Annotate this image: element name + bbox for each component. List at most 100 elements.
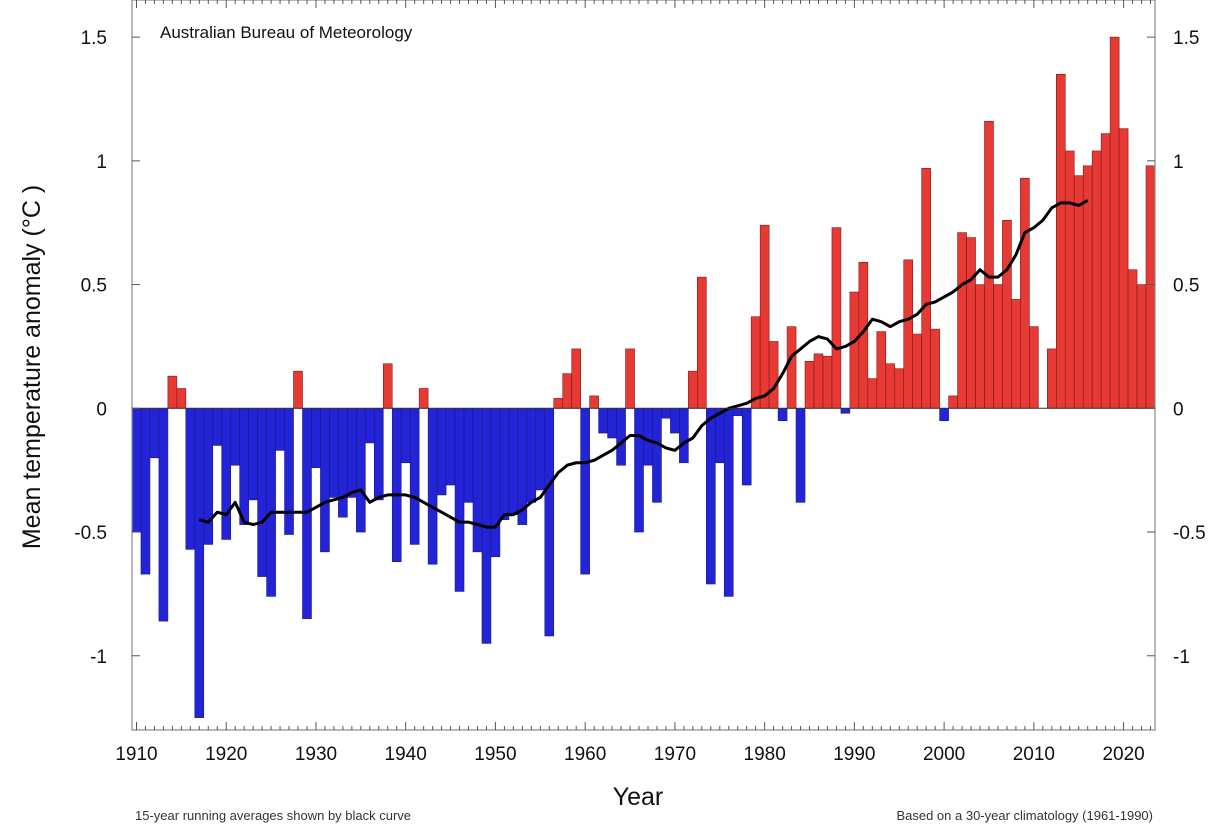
bar-1952 <box>508 408 519 516</box>
bar-1931 <box>320 408 330 553</box>
x-tick-label: 2000 <box>923 744 965 765</box>
bar-1985 <box>804 360 815 409</box>
bar-1913 <box>158 408 169 622</box>
bar-1942 <box>418 388 429 409</box>
bar-1936 <box>365 408 375 444</box>
y-tick-label-right: 1 <box>1173 152 1184 173</box>
bar-2015 <box>1073 175 1084 409</box>
bar-1923 <box>248 408 258 501</box>
x-tick-label: 1930 <box>295 744 337 765</box>
bar-2009 <box>1020 177 1030 409</box>
bar-1984 <box>795 408 806 503</box>
bar-1918 <box>203 408 214 545</box>
bar-1943 <box>427 408 438 565</box>
y-tick-label-left: 0.5 <box>81 276 107 297</box>
bar-1967 <box>643 408 653 466</box>
bar-1925 <box>266 408 276 597</box>
bar-2017 <box>1091 150 1102 409</box>
bar-1959 <box>571 348 581 409</box>
bar-1979 <box>750 316 761 409</box>
bar-1960 <box>580 408 590 575</box>
bar-1956 <box>544 408 555 637</box>
bar-1941 <box>409 408 420 545</box>
bar-1916 <box>185 408 196 550</box>
y-tick-label-left: 0 <box>96 399 107 420</box>
bar-1954 <box>526 408 537 503</box>
bar-1989 <box>840 408 851 414</box>
bar-2003 <box>966 237 976 409</box>
bar-2005 <box>984 120 994 409</box>
x-tick-label: 1990 <box>833 744 875 765</box>
x-tick-label: 2020 <box>1102 744 1144 765</box>
bar-1961 <box>589 395 599 409</box>
y-axis-right: 1.5 1 0.5 0 -0.5 -1 <box>1147 28 1206 668</box>
bar-1933 <box>338 408 348 518</box>
y-tick-label-right: -1 <box>1173 647 1190 668</box>
bar-1939 <box>391 408 402 563</box>
bar-1982 <box>777 408 788 421</box>
bar-1969 <box>661 408 671 419</box>
y-axis-title: Mean temperature anomaly (°C ) <box>18 185 46 549</box>
bar-1964 <box>616 408 626 466</box>
bar-1981 <box>768 341 779 409</box>
bar-1994 <box>885 363 896 409</box>
bar-1971 <box>679 408 689 464</box>
bar-1963 <box>607 408 617 439</box>
footnote-running-average: 15-year running averages shown by black … <box>135 808 411 823</box>
x-tick-label: 1940 <box>385 744 427 765</box>
bar-1922 <box>239 408 249 525</box>
bar-1998 <box>921 167 931 409</box>
bar-2020 <box>1118 128 1129 409</box>
bar-2002 <box>957 232 967 409</box>
bar-1995 <box>894 368 905 409</box>
bar-1997 <box>912 333 922 409</box>
bar-1977 <box>732 408 743 417</box>
bar-1996 <box>903 259 914 409</box>
plot-border <box>131 0 1156 731</box>
y-tick-label-right: 1.5 <box>1173 28 1199 49</box>
x-tick-label: 2010 <box>1013 744 1055 765</box>
x-tick-label: 1980 <box>744 744 786 765</box>
bar-1937 <box>373 408 384 501</box>
bar-1911 <box>140 408 151 575</box>
bar-1968 <box>652 408 662 503</box>
footnote-climatology: Based on a 30-year climatology (1961-199… <box>896 808 1153 823</box>
bar-1945 <box>445 408 456 486</box>
y-axis-left: 1.5 1 0.5 0 -0.5 -1 <box>74 28 140 668</box>
bar-1930 <box>311 408 321 468</box>
bar-1992 <box>867 378 878 409</box>
bar-1999 <box>930 328 940 409</box>
bar-1944 <box>436 408 447 496</box>
bar-1935 <box>356 408 366 533</box>
bar-2000 <box>939 408 949 421</box>
bar-1914 <box>167 375 178 409</box>
y-tick-label-right: -0.5 <box>1173 523 1206 544</box>
bar-1970 <box>670 408 680 434</box>
bar-1976 <box>723 408 734 597</box>
x-tick-label: 1920 <box>205 744 247 765</box>
bar-2023 <box>1145 165 1156 409</box>
bar-2019 <box>1109 36 1120 409</box>
bar-2008 <box>1011 299 1021 409</box>
bar-1983 <box>786 326 797 409</box>
bar-1912 <box>149 408 160 459</box>
bar-2022 <box>1136 284 1147 409</box>
y-tick-label-left: -1 <box>90 647 107 668</box>
bar-1910 <box>131 408 142 533</box>
bar-1962 <box>598 408 608 434</box>
bar-2010 <box>1029 326 1039 409</box>
bar-1928 <box>293 370 303 409</box>
bar-2007 <box>1002 219 1012 409</box>
bar-1951 <box>499 408 510 520</box>
bar-1957 <box>553 398 564 409</box>
bar-1950 <box>490 408 501 558</box>
bar-1921 <box>230 408 240 466</box>
bar-1927 <box>284 408 294 535</box>
bar-1948 <box>472 408 483 553</box>
plot-frame <box>131 0 1156 731</box>
bar-1947 <box>463 408 474 503</box>
bar-1920 <box>221 408 232 540</box>
x-tick-label: 1970 <box>654 744 696 765</box>
bar-1934 <box>347 408 357 498</box>
